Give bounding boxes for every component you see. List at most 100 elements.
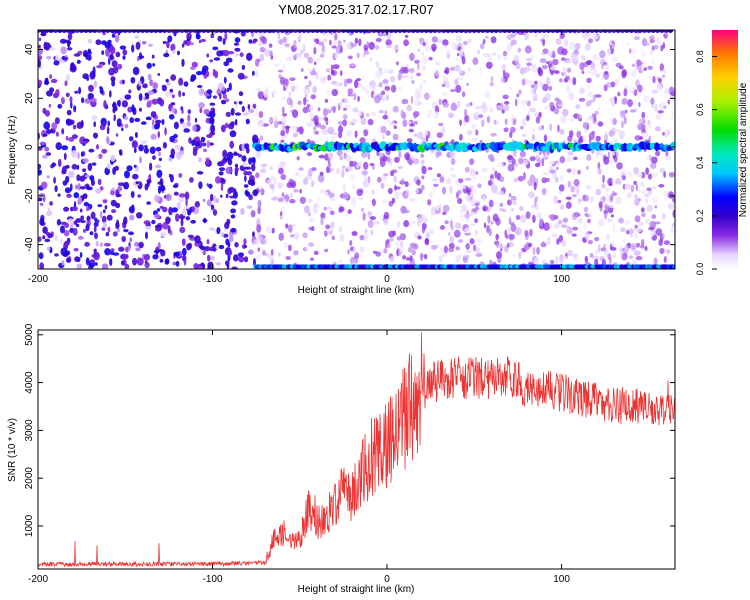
heatmap-cell <box>331 80 337 85</box>
heatmap-cell <box>522 133 527 137</box>
heatmap-cell <box>664 87 669 95</box>
heatmap-cell <box>161 84 167 92</box>
heatmap-cell <box>182 208 187 217</box>
heatmap-cell <box>145 231 148 240</box>
heatmap-cell <box>444 220 449 225</box>
heatmap-cell <box>110 199 117 207</box>
heatmap-cell <box>283 198 287 205</box>
heatmap-cell <box>398 86 404 93</box>
heatmap-cell <box>469 196 473 201</box>
heatmap-cell <box>576 186 580 196</box>
heatmap-cell <box>323 30 329 33</box>
heatmap-cell <box>403 39 409 47</box>
heatmap-cell <box>641 238 645 248</box>
heatmap-cell <box>633 180 637 185</box>
heatmap-cell <box>536 211 542 219</box>
heatmap-cell <box>55 54 59 63</box>
heatmap-cell <box>553 222 561 230</box>
heatmap-cell <box>357 95 360 102</box>
heatmap-cell <box>639 136 644 140</box>
heatmap-cell <box>129 117 134 124</box>
heatmap-cell <box>421 65 426 72</box>
heatmap-cell <box>150 111 157 118</box>
heatmap-cell <box>608 130 615 137</box>
heatmap-cell <box>548 160 555 165</box>
heatmap-cell <box>445 177 452 185</box>
heatmap-cell <box>630 71 637 77</box>
heatmap-cell <box>243 256 249 263</box>
heatmap-cell <box>489 30 495 33</box>
heatmap-cell <box>80 151 84 158</box>
heatmap-cell <box>376 70 383 78</box>
heatmap-cell <box>93 221 99 227</box>
heatmap-cell <box>214 30 220 33</box>
heatmap-cell <box>383 211 390 219</box>
heatmap-cell <box>104 205 108 210</box>
heatmap-cell <box>136 212 143 219</box>
heatmap-cell <box>315 39 320 44</box>
heatmap-cell <box>260 188 265 196</box>
heatmap-cell <box>234 112 242 116</box>
heatmap-cell <box>604 71 609 75</box>
heatmap-cell <box>442 211 447 216</box>
heatmap-cell <box>612 56 618 62</box>
heatmap-cell <box>299 188 303 194</box>
heatmap-cell <box>541 125 544 130</box>
heatmap-cell <box>339 45 343 54</box>
heatmap-cell <box>572 253 578 258</box>
heatmap-cell <box>480 42 485 50</box>
heatmap-cell <box>104 242 111 247</box>
heatmap-cell <box>509 131 513 139</box>
heatmap-cell <box>302 232 308 239</box>
heatmap-cell <box>408 128 414 133</box>
heatmap-cell <box>226 151 234 160</box>
heatmap-cell <box>255 253 262 262</box>
heatmap-cell <box>316 195 321 202</box>
heatmap-cell <box>343 39 346 43</box>
heatmap-cell <box>411 249 416 256</box>
heatmap-cell <box>320 188 325 195</box>
heatmap-cell <box>659 167 665 174</box>
heatmap-cell <box>565 85 571 93</box>
heatmap-cell <box>413 120 418 125</box>
heatmap-cell <box>608 97 615 103</box>
heatmap-cell <box>192 124 197 132</box>
heatmap-cell <box>586 154 592 161</box>
heatmap-cell <box>320 212 326 220</box>
heatmap-cell <box>637 123 643 131</box>
heatmap-cell <box>641 38 648 47</box>
heatmap-cell <box>528 242 533 248</box>
heatmap-cell <box>494 170 498 179</box>
heatmap-cell <box>541 30 547 33</box>
heatmap-cell <box>532 30 538 33</box>
heatmap-cell <box>100 30 106 33</box>
heatmap-cell <box>441 92 449 97</box>
heatmap-cell <box>333 40 337 45</box>
heatmap-cell <box>67 218 75 224</box>
heatmap-cell <box>529 174 536 182</box>
heatmap-cell <box>613 128 620 133</box>
heatmap-cell <box>626 42 629 46</box>
heatmap-cell <box>187 234 194 238</box>
heatmap-cell <box>115 51 121 58</box>
heatmap-cell <box>124 263 130 269</box>
heatmap-cell <box>391 197 396 204</box>
heatmap-cell <box>644 197 649 205</box>
heatmap-cell <box>360 85 366 91</box>
heatmap-cell <box>378 110 384 114</box>
heatmap-cell <box>70 183 73 192</box>
heatmap-cell <box>252 38 258 43</box>
heatmap-cell <box>501 109 505 114</box>
heatmap-cell <box>255 172 260 179</box>
heatmap-cell <box>226 87 230 93</box>
heatmap-cell <box>118 246 125 252</box>
heatmap-cell <box>567 67 572 73</box>
heatmap-cell <box>557 124 560 133</box>
heatmap-cell <box>643 95 650 101</box>
heatmap-cell <box>594 56 601 61</box>
heatmap-cell <box>647 65 653 70</box>
heatmap-cell <box>565 59 572 64</box>
heatmap-cell <box>148 30 154 33</box>
heatmap-cell <box>38 146 43 151</box>
heatmap-cell <box>143 253 151 261</box>
